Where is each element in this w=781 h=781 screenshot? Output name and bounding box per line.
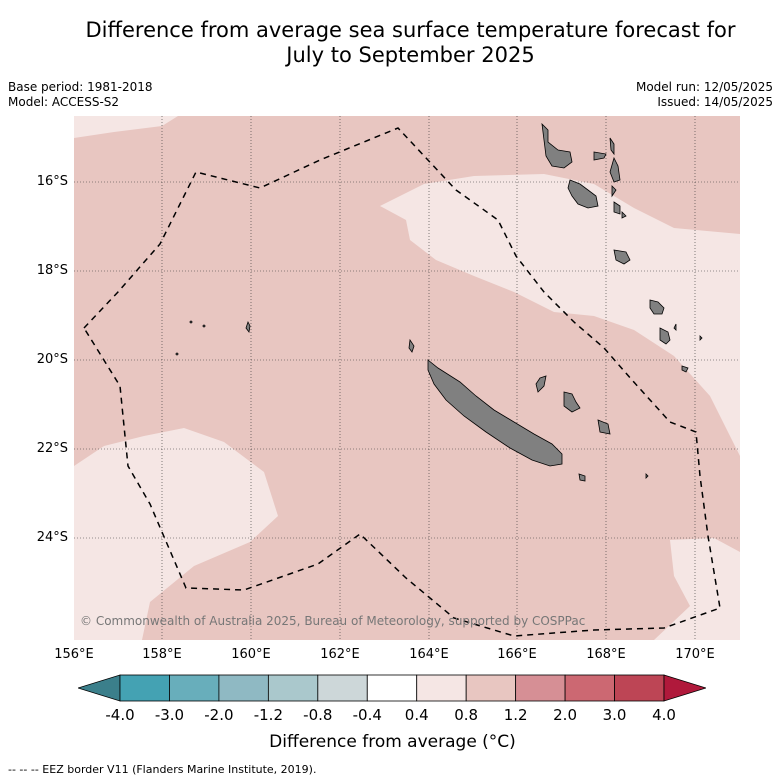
colorbar-tick-label: 0.4 xyxy=(404,706,429,724)
anomaly-0-4-to-0-8-area-ne xyxy=(380,174,740,456)
gridlines xyxy=(74,116,740,640)
lat-label-20s: 20°S xyxy=(36,352,68,367)
anomaly-0-4-to-0-8-area-nw xyxy=(74,116,178,138)
lon-label-156e: 156°E xyxy=(54,647,94,662)
colorbar-segment xyxy=(119,674,170,702)
eez-footnote: -- -- -- EEZ border V11 (Flanders Marine… xyxy=(8,763,317,776)
lat-label-16s: 16°S xyxy=(36,174,68,189)
lon-label-168e: 168°E xyxy=(586,647,626,662)
colorbar-segment xyxy=(465,674,517,702)
colorbar-segment xyxy=(564,674,615,702)
colorbar-tick-label: 3.0 xyxy=(602,706,627,724)
colorbar-segment xyxy=(218,674,269,702)
lon-label-158e: 158°E xyxy=(142,647,182,662)
model-run: Model run: 12/05/2025 xyxy=(635,80,773,94)
colorbar-segment xyxy=(317,674,368,702)
lon-label-166e: 166°E xyxy=(497,647,537,662)
lat-label-24s: 24°S xyxy=(36,530,68,545)
colorbar-segment xyxy=(169,674,220,702)
colorbar-segment xyxy=(515,674,566,702)
colorbar-segment xyxy=(614,674,665,702)
title-line-1: Difference from average sea surface temp… xyxy=(85,18,736,42)
lat-label-18s: 18°S xyxy=(36,263,68,278)
colorbar-tick-label: 4.0 xyxy=(652,706,676,724)
meta-left: Base period: 1981-2018 Model: ACCESS-S2 xyxy=(8,80,153,110)
colorbar-tick-label: 1.2 xyxy=(503,706,528,724)
lat-label-22s: 22°S xyxy=(36,441,68,456)
chart-title: Difference from average sea surface temp… xyxy=(40,18,781,68)
colorbar-tick-label: -0.8 xyxy=(303,706,333,724)
land-vanuatu xyxy=(541,122,703,479)
colorbar xyxy=(78,674,706,702)
land-new-caledonia xyxy=(408,338,611,482)
map-panel xyxy=(74,116,740,640)
lon-label-164e: 164°E xyxy=(409,647,449,662)
anomaly-0-4-to-0-8-area-sw xyxy=(74,428,278,640)
colorbar-segment xyxy=(416,674,467,702)
colorbar-tick-label: -3.0 xyxy=(154,706,185,724)
meta-right: Model run: 12/05/2025 Issued: 14/05/2025 xyxy=(636,80,773,110)
colorbar-title: Difference from average (°C) xyxy=(269,732,516,752)
lon-label-160e: 160°E xyxy=(231,647,271,662)
colorbar-tick-label: -0.4 xyxy=(352,706,382,724)
colorbar-tick-label: -2.0 xyxy=(204,706,234,724)
anomaly-0-4-to-0-8-area-se xyxy=(654,538,740,640)
colorbar-arrow-high xyxy=(663,674,706,702)
model-name: Model: ACCESS-S2 xyxy=(8,95,120,109)
map-credit: © Commonwealth of Australia 2025, Bureau… xyxy=(80,614,586,628)
colorbar-arrow-low xyxy=(78,674,121,702)
eez-border xyxy=(83,127,721,637)
colorbar-tick-label: 2.0 xyxy=(553,706,577,724)
colorbar-tick-label: -1.2 xyxy=(253,706,283,724)
lon-label-162e: 162°E xyxy=(320,647,360,662)
title-line-2: July to September 2025 xyxy=(286,43,535,67)
colorbar-segment xyxy=(366,674,418,702)
colorbar-tick-label: 0.8 xyxy=(454,706,479,724)
colorbar-segments xyxy=(78,674,706,702)
lon-label-170e: 170°E xyxy=(675,647,715,662)
issued-date: Issued: 14/05/2025 xyxy=(657,95,773,109)
base-period: Base period: 1981-2018 xyxy=(8,80,153,94)
map-svg xyxy=(74,116,740,640)
land-islets xyxy=(175,320,251,356)
colorbar-segment xyxy=(267,674,319,702)
colorbar-tick-label: -4.0 xyxy=(105,706,135,724)
